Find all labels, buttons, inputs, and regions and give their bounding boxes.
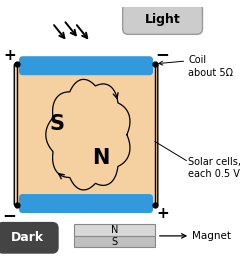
Bar — [74, 224, 155, 236]
FancyBboxPatch shape — [19, 56, 153, 75]
Text: Solar cells,
each 0.5 V: Solar cells, each 0.5 V — [188, 157, 241, 179]
Text: N: N — [111, 225, 118, 235]
FancyBboxPatch shape — [19, 194, 153, 213]
FancyBboxPatch shape — [14, 63, 158, 207]
FancyBboxPatch shape — [0, 222, 58, 253]
Text: Light: Light — [145, 13, 180, 26]
Text: −: − — [156, 45, 170, 63]
Text: +: + — [3, 48, 16, 63]
Text: Dark: Dark — [11, 231, 44, 244]
FancyBboxPatch shape — [123, 4, 202, 34]
Text: S: S — [50, 114, 64, 134]
Text: Magnet: Magnet — [192, 231, 231, 241]
Bar — [74, 236, 155, 247]
Text: N: N — [92, 148, 110, 168]
Text: Coil
about 5Ω: Coil about 5Ω — [188, 56, 233, 78]
Text: S: S — [112, 236, 117, 247]
Text: +: + — [156, 207, 169, 221]
Text: −: − — [2, 207, 16, 224]
